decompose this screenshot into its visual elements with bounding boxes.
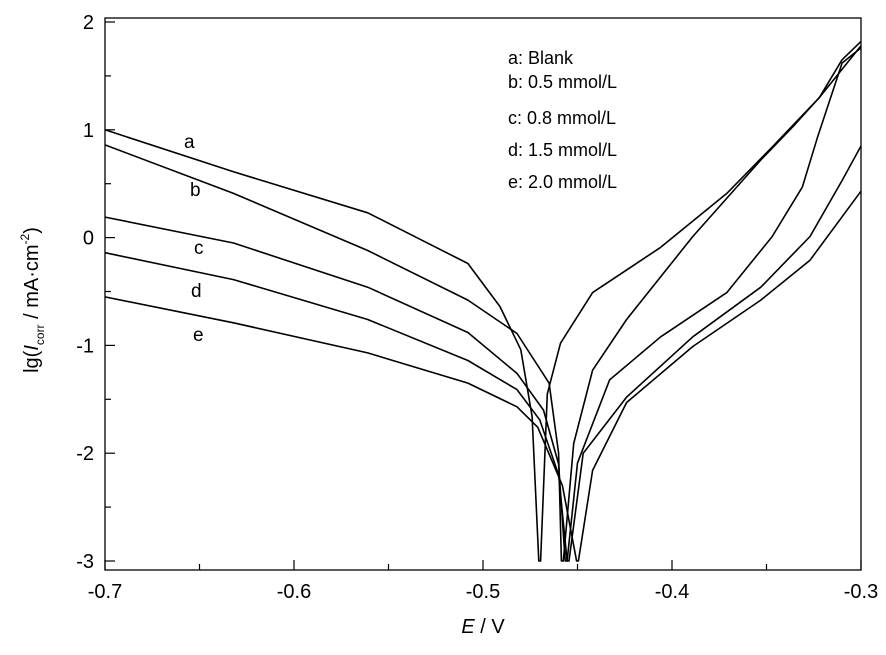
x-tick-label: -0.3: [844, 581, 878, 603]
x-tick-label: -0.6: [277, 581, 311, 603]
y-axis-label: lg(Icorr / mA·cm-2): [18, 227, 47, 373]
y-tick-label: -1: [76, 335, 94, 357]
legend-entry-b: b: 0.5 mmol/L: [508, 72, 617, 92]
curve-a: [104, 40, 862, 562]
legend-entry-c: c: 0.8 mmol/L: [508, 108, 616, 128]
legend-entry-a: a: Blank: [508, 48, 574, 68]
x-tick-label: -0.7: [88, 581, 122, 603]
y-tick-label: -3: [76, 551, 94, 573]
curve-label-b: b: [190, 180, 201, 201]
legend-entry-e: e: 2.0 mmol/L: [508, 172, 617, 192]
y-tick-label: -2: [76, 443, 94, 465]
x-axis-label: E / V: [461, 616, 505, 638]
legend: a: Blank b: 0.5 mmol/L c: 0.8 mmol/L d: …: [508, 48, 617, 192]
axis-ticks: -0.7 -0.6 -0.5 -0.4 -0.3 2 1 0 -1 -2 -3: [76, 12, 878, 603]
curve-label-e: e: [193, 325, 204, 346]
curve-label-d: d: [191, 281, 202, 302]
y-tick-label: 1: [83, 120, 94, 142]
curves: [104, 40, 862, 562]
x-tick-label: -0.4: [655, 581, 689, 603]
y-tick-label: 2: [83, 12, 94, 34]
plot-frame: [104, 17, 862, 571]
curve-c: [104, 47, 862, 562]
legend-entry-d: d: 1.5 mmol/L: [508, 140, 617, 160]
curve-label-a: a: [184, 132, 195, 153]
curve-e: [104, 190, 862, 562]
curve-label-c: c: [194, 238, 204, 259]
x-tick-label: -0.5: [466, 581, 500, 603]
curve-d: [104, 145, 862, 562]
curve-b: [104, 45, 862, 562]
y-tick-label: 0: [83, 228, 94, 250]
